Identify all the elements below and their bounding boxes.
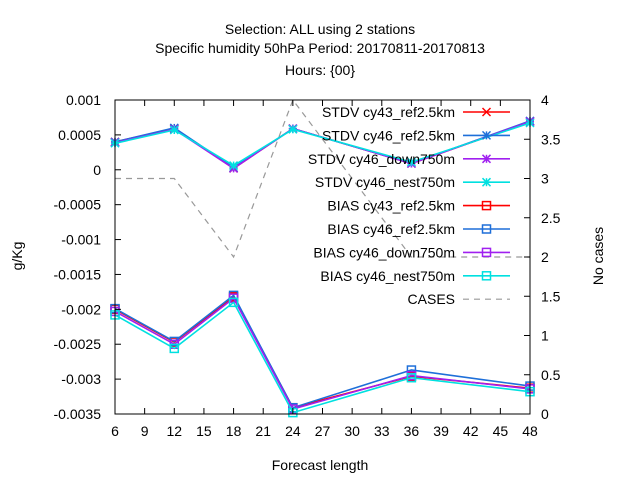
- legend-marker-4-sq: [481, 200, 492, 211]
- series-8: [115, 98, 530, 259]
- legend-label-1: STDV cy46_ref2.5km: [322, 127, 455, 143]
- series-7-point-1: [169, 343, 180, 354]
- y-tick-label-9: -0.0035: [54, 406, 102, 422]
- legend-entry-2: STDV cy46_down750m: [308, 151, 510, 167]
- series-5: [110, 290, 535, 413]
- legend-marker-2: [481, 154, 492, 164]
- series-7-point-2: [228, 297, 239, 308]
- legend: STDV cy43_ref2.5km STDV cy46_ref2.5km STDV…: [308, 104, 510, 307]
- legend-entry-7: BIAS cy46_nest750m: [320, 268, 510, 284]
- legend-marker-1: [481, 130, 492, 140]
- y2-tick-label-5: 1.5: [541, 288, 561, 304]
- y-tick-label-3: -0.0005: [54, 197, 102, 213]
- legend-entry-6: BIAS cy46_down750m: [313, 244, 510, 260]
- legend-label-7: BIAS cy46_nest750m: [320, 268, 455, 284]
- y-tick-label-5: -0.0015: [54, 266, 102, 282]
- legend-marker-7: [481, 271, 492, 281]
- legend-marker-6: [481, 247, 492, 258]
- series-7-point-2-sq: [228, 297, 239, 308]
- x-tick-label-12: 12: [166, 423, 182, 439]
- cases-layer: [115, 98, 530, 259]
- y-tick-label-8: -0.003: [61, 371, 101, 387]
- legend-label-6: BIAS cy46_down750m: [313, 244, 455, 260]
- legend-marker-6-sq: [481, 247, 492, 258]
- legend-entry-0: STDV cy43_ref2.5km: [322, 104, 510, 120]
- x-tick-label-39: 39: [433, 423, 449, 439]
- chart-title: Selection: ALL using 2 stations Specific…: [155, 21, 485, 78]
- y2-axis-label: No cases: [590, 227, 606, 285]
- x-tick-label-6: 6: [111, 423, 119, 439]
- legend-label-0: STDV cy43_ref2.5km: [322, 104, 455, 120]
- x-tick-label-36: 36: [404, 423, 420, 439]
- legend-entry-1: STDV cy46_ref2.5km: [322, 127, 510, 143]
- y-tick-label-7: -0.0025: [54, 336, 102, 352]
- y-tick-label-0: 0.001: [66, 92, 101, 108]
- title-line-1: Selection: ALL using 2 stations: [225, 21, 415, 37]
- x-axis-label: Forecast length: [272, 457, 369, 473]
- legend-entry-8: CASES: [408, 291, 510, 307]
- legend-marker-7-sq: [481, 271, 492, 281]
- y2-tick-label-4: 2: [541, 249, 549, 265]
- series-3-point-1: [169, 125, 179, 135]
- y-tick-label-1: 0.0005: [58, 127, 101, 143]
- legend-label-3: STDV cy46_nest750m: [315, 174, 455, 190]
- series-3-line: [114, 122, 531, 167]
- series-layer: [110, 116, 535, 418]
- y2-tick-label-8: 0: [541, 406, 549, 422]
- legend-entry-4: BIAS cy43_ref2.5km: [327, 198, 510, 214]
- legend-label-5: BIAS cy46_ref2.5km: [327, 221, 455, 237]
- x-tick-label-30: 30: [344, 423, 360, 439]
- x-tick-label-27: 27: [315, 423, 331, 439]
- series-7-line: [114, 301, 531, 414]
- series-3-point-4: [406, 157, 416, 167]
- series-8-line: [115, 98, 530, 259]
- y-axis-label: g/Kg: [9, 242, 25, 271]
- x-tick-label-18: 18: [226, 423, 242, 439]
- legend-entry-5: BIAS cy46_ref2.5km: [327, 221, 510, 237]
- axes: 6 9 12 15 18 21 24 27 30 33 36 39 42 45 480.0010.00050…: [54, 92, 561, 439]
- legend-marker-0-b: [481, 107, 492, 117]
- y-tick-label-4: -0.001: [61, 232, 101, 248]
- legend-marker-3: [481, 177, 492, 187]
- x-tick-label-45: 45: [493, 423, 509, 439]
- series-7-point-1-sq: [169, 343, 180, 354]
- series-7: [110, 297, 535, 418]
- series-7-point-4-sq: [406, 372, 417, 383]
- title-line-2: Specific humidity 50hPa Period: 20170811…: [155, 40, 485, 56]
- series-3: [110, 118, 535, 171]
- legend-label-8: CASES: [408, 291, 455, 307]
- x-tick-label-42: 42: [463, 423, 479, 439]
- y2-tick-label-6: 1: [541, 328, 549, 344]
- x-tick-label-33: 33: [374, 423, 390, 439]
- y2-tick-label-2: 3: [541, 171, 549, 187]
- legend-marker-0: [481, 107, 492, 117]
- x-tick-label-48: 48: [522, 423, 538, 439]
- legend-entry-3: STDV cy46_nest750m: [315, 174, 510, 190]
- legend-marker-5-sq: [481, 224, 492, 234]
- series-5-line: [114, 294, 531, 409]
- y2-tick-label-0: 4: [541, 92, 549, 108]
- x-tick-label-21: 21: [255, 423, 271, 439]
- y2-tick-label-7: 0.5: [541, 367, 561, 383]
- title-line-3: Hours: {00}: [285, 62, 355, 78]
- series-7-point-4: [406, 372, 417, 383]
- series-6: [110, 293, 535, 414]
- series-6-line: [114, 296, 531, 411]
- x-tick-label-9: 9: [141, 423, 149, 439]
- x-tick-label-15: 15: [196, 423, 212, 439]
- y2-tick-label-3: 2.5: [541, 210, 561, 226]
- x-tick-label-24: 24: [285, 423, 301, 439]
- legend-label-4: BIAS cy43_ref2.5km: [327, 198, 455, 214]
- y-tick-label-2: 0: [93, 162, 101, 178]
- legend-label-2: STDV cy46_down750m: [308, 151, 455, 167]
- legend-marker-4: [481, 200, 492, 211]
- series-3-point-3: [288, 124, 298, 134]
- series-3-point-2: [229, 161, 239, 171]
- legend-marker-5: [481, 224, 492, 234]
- y-tick-label-6: -0.002: [61, 301, 101, 317]
- y2-tick-label-1: 3.5: [541, 131, 561, 147]
